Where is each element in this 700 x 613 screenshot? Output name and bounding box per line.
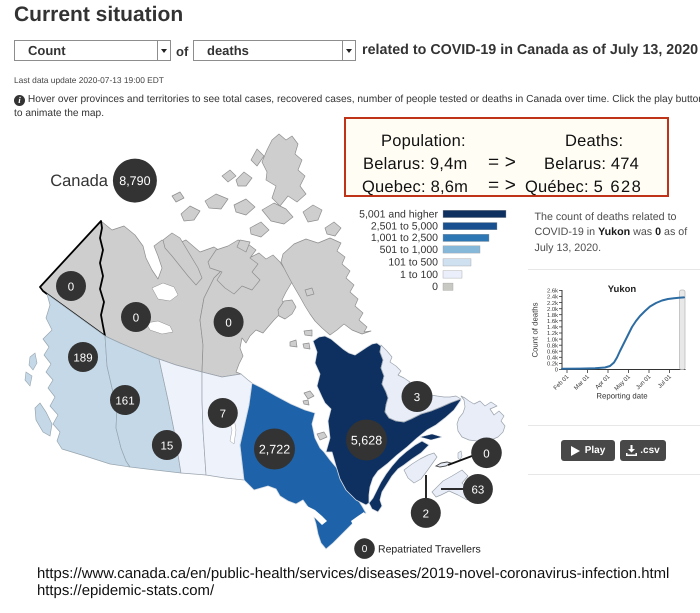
svg-text:0.4k: 0.4k xyxy=(547,355,558,362)
svg-text:2,501 to 5,000: 2,501 to 5,000 xyxy=(371,221,438,233)
svg-text:15: 15 xyxy=(161,441,174,453)
svg-text:Jul 01: Jul 01 xyxy=(657,373,674,390)
svg-text:0: 0 xyxy=(362,544,368,555)
svg-text:161: 161 xyxy=(115,396,134,408)
svg-text:Reporting date: Reporting date xyxy=(596,392,647,401)
svg-text:Repatriated Travellers: Repatriated Travellers xyxy=(378,544,481,556)
svg-text:0: 0 xyxy=(432,281,438,293)
svg-text:2: 2 xyxy=(423,508,429,520)
svg-text:0.2k: 0.2k xyxy=(547,361,558,368)
svg-text:189: 189 xyxy=(73,353,92,365)
svg-text:0.8k: 0.8k xyxy=(547,342,558,349)
svg-text:1.2k: 1.2k xyxy=(547,330,558,337)
svg-text:0: 0 xyxy=(555,367,558,374)
svg-text:1.8k: 1.8k xyxy=(547,312,558,319)
svg-text:501 to 1,000: 501 to 1,000 xyxy=(380,244,439,256)
svg-text:Count of deaths: Count of deaths xyxy=(531,302,540,357)
svg-text:Apr 01: Apr 01 xyxy=(594,373,612,391)
svg-text:2.2k: 2.2k xyxy=(547,300,558,307)
svg-text:2.0k: 2.0k xyxy=(547,306,558,313)
svg-text:0: 0 xyxy=(225,318,231,330)
svg-text:8,790: 8,790 xyxy=(119,174,150,188)
svg-text:May 01: May 01 xyxy=(613,373,632,392)
svg-text:1.6k: 1.6k xyxy=(547,318,558,325)
svg-text:Feb 01: Feb 01 xyxy=(552,373,571,392)
svg-text:63: 63 xyxy=(472,485,485,497)
svg-text:7: 7 xyxy=(220,409,226,421)
svg-text:Mar 01: Mar 01 xyxy=(573,373,592,392)
svg-text:0: 0 xyxy=(68,282,74,294)
svg-text:1,001 to 2,500: 1,001 to 2,500 xyxy=(371,232,438,244)
svg-text:0: 0 xyxy=(483,448,489,460)
svg-text:0.6k: 0.6k xyxy=(547,348,558,355)
svg-text:2,722: 2,722 xyxy=(259,442,290,456)
svg-text:1.0k: 1.0k xyxy=(547,336,558,343)
svg-text:Jun 01: Jun 01 xyxy=(635,373,653,391)
svg-text:1.4k: 1.4k xyxy=(547,324,558,331)
svg-text:5,001 and higher: 5,001 and higher xyxy=(359,208,438,220)
svg-text:101 to 500: 101 to 500 xyxy=(388,257,438,269)
svg-text:1 to 100: 1 to 100 xyxy=(400,269,438,281)
svg-text:Yukon: Yukon xyxy=(608,284,637,295)
svg-text:3: 3 xyxy=(414,392,420,404)
svg-text:2.6k: 2.6k xyxy=(547,288,558,295)
svg-text:0: 0 xyxy=(133,313,139,325)
svg-text:2.4k: 2.4k xyxy=(547,294,558,301)
svg-text:Canada: Canada xyxy=(50,172,109,190)
svg-text:5,628: 5,628 xyxy=(351,433,382,447)
